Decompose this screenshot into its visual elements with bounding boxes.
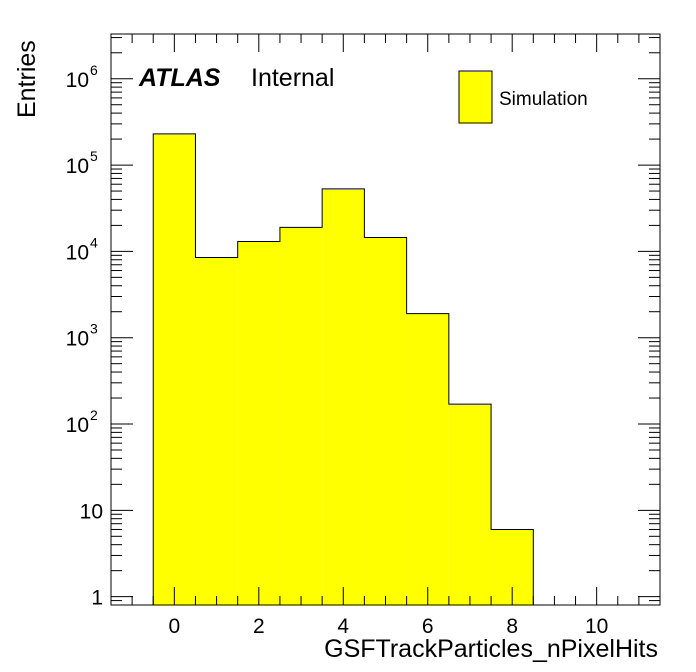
- histogram-bar: [322, 188, 365, 605]
- x-tick-label: 8: [506, 615, 518, 638]
- y-tick-label: 10: [66, 155, 89, 178]
- legend: Simulation: [458, 70, 588, 124]
- y-tick-label: 1: [91, 587, 103, 610]
- atlas-label: ATLAS: [138, 64, 221, 92]
- histogram-bar: [279, 227, 323, 606]
- y-tick-exponent: 6: [90, 62, 98, 78]
- x-axis-title: GSFTrackParticles_nPixelHits: [324, 635, 658, 663]
- histogram-bars: [152, 133, 534, 606]
- x-tick-label: 2: [253, 615, 265, 638]
- histogram-bar: [237, 241, 280, 605]
- y-tick-exponent: 4: [90, 234, 98, 250]
- y-tick-label: 10: [80, 500, 103, 523]
- histogram-outline: [152, 133, 534, 605]
- histogram-bar: [406, 313, 449, 605]
- legend-swatch-simulation: [458, 70, 493, 124]
- histogram-bar: [364, 237, 407, 605]
- y-tick-label: 10: [66, 241, 89, 264]
- x-tick-label: 6: [422, 615, 434, 638]
- y-tick-label: 10: [66, 69, 89, 92]
- x-tick-label: 0: [169, 615, 181, 638]
- y-tick-label: 10: [66, 414, 89, 437]
- histogram-bar: [153, 133, 196, 605]
- histogram-bar: [195, 257, 238, 605]
- y-tick-exponent: 5: [90, 148, 98, 164]
- y-tick-label: 10: [66, 328, 89, 351]
- x-tick-label: 4: [337, 615, 349, 638]
- y-tick-exponent: 2: [90, 407, 98, 423]
- legend-label-simulation: Simulation: [499, 89, 588, 110]
- histogram-bar: [448, 404, 492, 605]
- atlas-status-label: Internal: [251, 64, 334, 92]
- y-tick-exponent: 3: [90, 321, 98, 337]
- y-axis-title: Entries: [13, 40, 41, 118]
- x-tick-label: 10: [585, 615, 608, 638]
